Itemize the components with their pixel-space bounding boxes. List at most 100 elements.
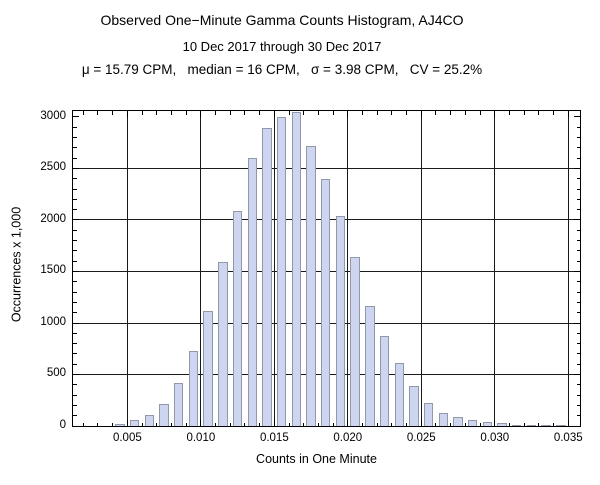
histogram-bar: [188, 351, 199, 426]
x-tick: [273, 111, 275, 117]
x-tick: [126, 111, 128, 117]
y-tick-label: 1000: [40, 315, 66, 328]
y-tick: [73, 147, 77, 149]
x-tick: [494, 420, 496, 426]
histogram-bar: [174, 382, 184, 426]
x-tick: [538, 111, 540, 115]
x-tick: [347, 420, 349, 426]
y-tick: [73, 301, 77, 303]
y-tick-label: 0: [59, 419, 66, 431]
chart-subtitle: 10 Dec 2017 through 30 Dec 2017: [182, 39, 382, 54]
x-tick: [391, 111, 393, 115]
y-tick: [576, 137, 580, 139]
x-tick: [317, 422, 319, 426]
y-tick: [576, 301, 580, 303]
y-tick: [73, 229, 77, 231]
x-tick: [229, 422, 231, 426]
y-tick: [576, 363, 580, 365]
histogram-bar: [203, 310, 213, 426]
plot-frame: [72, 110, 581, 427]
y-tick: [574, 116, 580, 118]
histogram-bar: [321, 178, 331, 426]
x-tick: [362, 422, 363, 426]
x-tick: [567, 111, 569, 117]
x-tick: [450, 111, 452, 115]
x-tick: [141, 422, 143, 426]
histogram-bar: [512, 424, 522, 426]
x-gridline: [126, 111, 128, 426]
y-tick: [73, 363, 77, 365]
chart-title: Observed One−Minute Gamma Counts Histogr…: [100, 12, 464, 28]
y-tick-label: 3000: [40, 109, 66, 122]
x-tick-label: 0.005: [112, 432, 142, 444]
x-tick: [376, 111, 378, 115]
y-tick: [576, 157, 580, 159]
x-tick: [317, 111, 319, 115]
y-tick: [73, 209, 77, 211]
x-tick-label: 0.030: [480, 432, 510, 444]
y-tick: [73, 332, 77, 334]
histogram-bar: [423, 403, 434, 426]
y-tick: [576, 260, 580, 262]
x-tick: [170, 111, 172, 115]
x-tick: [464, 422, 466, 426]
x-tick: [553, 422, 555, 426]
y-tick: [576, 250, 580, 252]
y-tick: [576, 147, 580, 149]
x-tick: [362, 111, 363, 115]
histogram-bar: [291, 111, 302, 426]
y-tick: [73, 198, 77, 200]
y-tick: [73, 374, 79, 375]
y-gridline: [73, 167, 580, 169]
y-tick: [73, 240, 77, 242]
y-tick: [576, 178, 580, 180]
histogram-bar: [497, 423, 507, 426]
chart-stats-line: μ = 15.79 CPM, median = 16 CPM, σ = 3.98…: [81, 62, 483, 77]
y-tick: [73, 188, 77, 190]
x-tick: [215, 422, 217, 426]
x-tick: [273, 420, 275, 426]
y-tick: [73, 116, 79, 118]
y-tick: [73, 167, 79, 169]
y-tick-label: 500: [46, 367, 66, 380]
histogram-bar: [159, 404, 169, 426]
y-tick: [576, 415, 580, 417]
y-tick: [73, 312, 77, 314]
x-tick: [332, 111, 334, 115]
histogram-bar: [130, 420, 140, 426]
y-tick: [73, 219, 79, 221]
x-tick: [435, 422, 437, 426]
x-tick: [406, 422, 408, 426]
histogram-bar: [468, 419, 478, 426]
x-gridline: [200, 111, 202, 426]
y-tick: [576, 291, 580, 293]
y-tick: [576, 188, 580, 190]
y-tick: [576, 343, 580, 345]
x-tick: [567, 420, 569, 426]
y-tick: [576, 229, 580, 231]
x-tick: [523, 111, 525, 115]
x-tick: [288, 422, 290, 426]
y-tick-label: 2000: [40, 212, 66, 225]
x-tick-label: 0.025: [406, 432, 436, 444]
y-tick: [576, 209, 580, 211]
x-gridline: [494, 111, 496, 426]
x-gridline: [567, 111, 569, 426]
histogram-bar: [232, 210, 243, 426]
x-gridline: [273, 111, 275, 426]
x-tick: [420, 420, 422, 426]
x-tick: [479, 422, 481, 426]
x-tick: [244, 422, 246, 426]
x-tick: [82, 111, 84, 115]
x-tick: [464, 111, 466, 115]
x-tick: [494, 111, 496, 117]
histogram-bar: [394, 362, 404, 426]
y-tick: [73, 178, 77, 180]
x-tick: [259, 422, 261, 426]
y-tick: [73, 353, 77, 355]
histogram-bar: [453, 416, 463, 426]
y-tick: [73, 343, 77, 345]
histogram-bar: [438, 412, 449, 426]
x-tick: [215, 111, 217, 115]
